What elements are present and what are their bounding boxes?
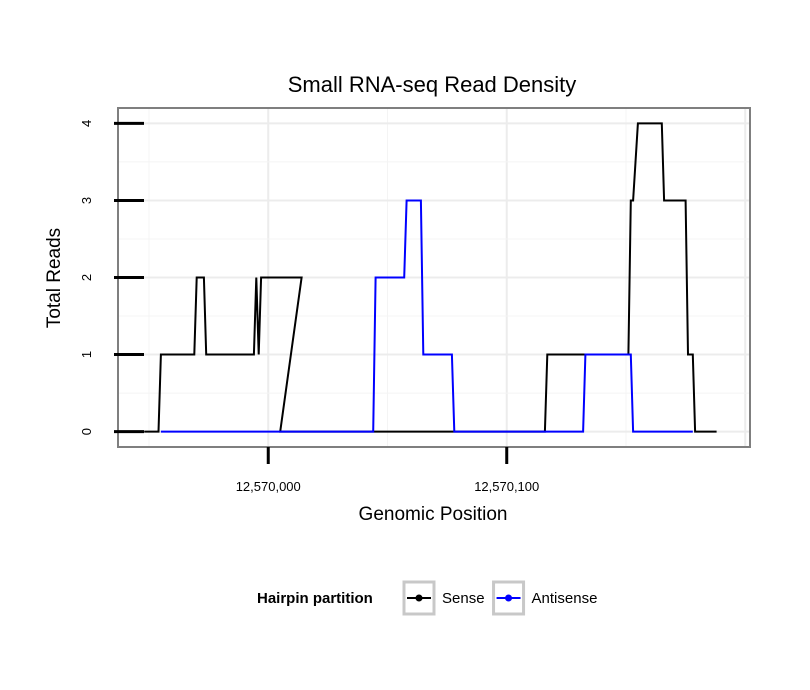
legend-entries: Sense Antisense — [402, 580, 598, 616]
y-axis-title: Total Reads — [44, 228, 65, 328]
series-layer — [144, 122, 717, 433]
legend-key-point — [415, 594, 423, 602]
series-line-antisense — [160, 199, 693, 433]
x-axis-title: Genomic Position — [359, 504, 508, 525]
y-axis: 0 1 2 3 4 — [79, 120, 144, 435]
legend-label: Sense — [442, 590, 485, 607]
legend: Hairpin partition Sense Antisense — [257, 580, 598, 616]
legend-label: Antisense — [532, 590, 598, 607]
plot-grid — [118, 108, 750, 447]
legend-key-point — [505, 594, 513, 602]
x-tick-label: 12,570,000 — [236, 479, 301, 494]
y-tick-label: 4 — [79, 120, 94, 127]
y-tick-label: 2 — [79, 274, 94, 281]
y-tick-label: 3 — [79, 197, 94, 204]
y-tick-label: 0 — [79, 428, 94, 435]
y-tick-label: 1 — [79, 351, 94, 358]
chart-title: Small RNA-seq Read Density — [288, 72, 577, 97]
x-axis: 12,570,000 12,570,100 — [236, 447, 539, 494]
legend-title: Hairpin partition — [257, 590, 373, 607]
x-tick-label: 12,570,100 — [474, 479, 539, 494]
legend-entry-sense: Sense — [402, 580, 485, 616]
legend-entry-antisense: Antisense — [492, 580, 598, 616]
